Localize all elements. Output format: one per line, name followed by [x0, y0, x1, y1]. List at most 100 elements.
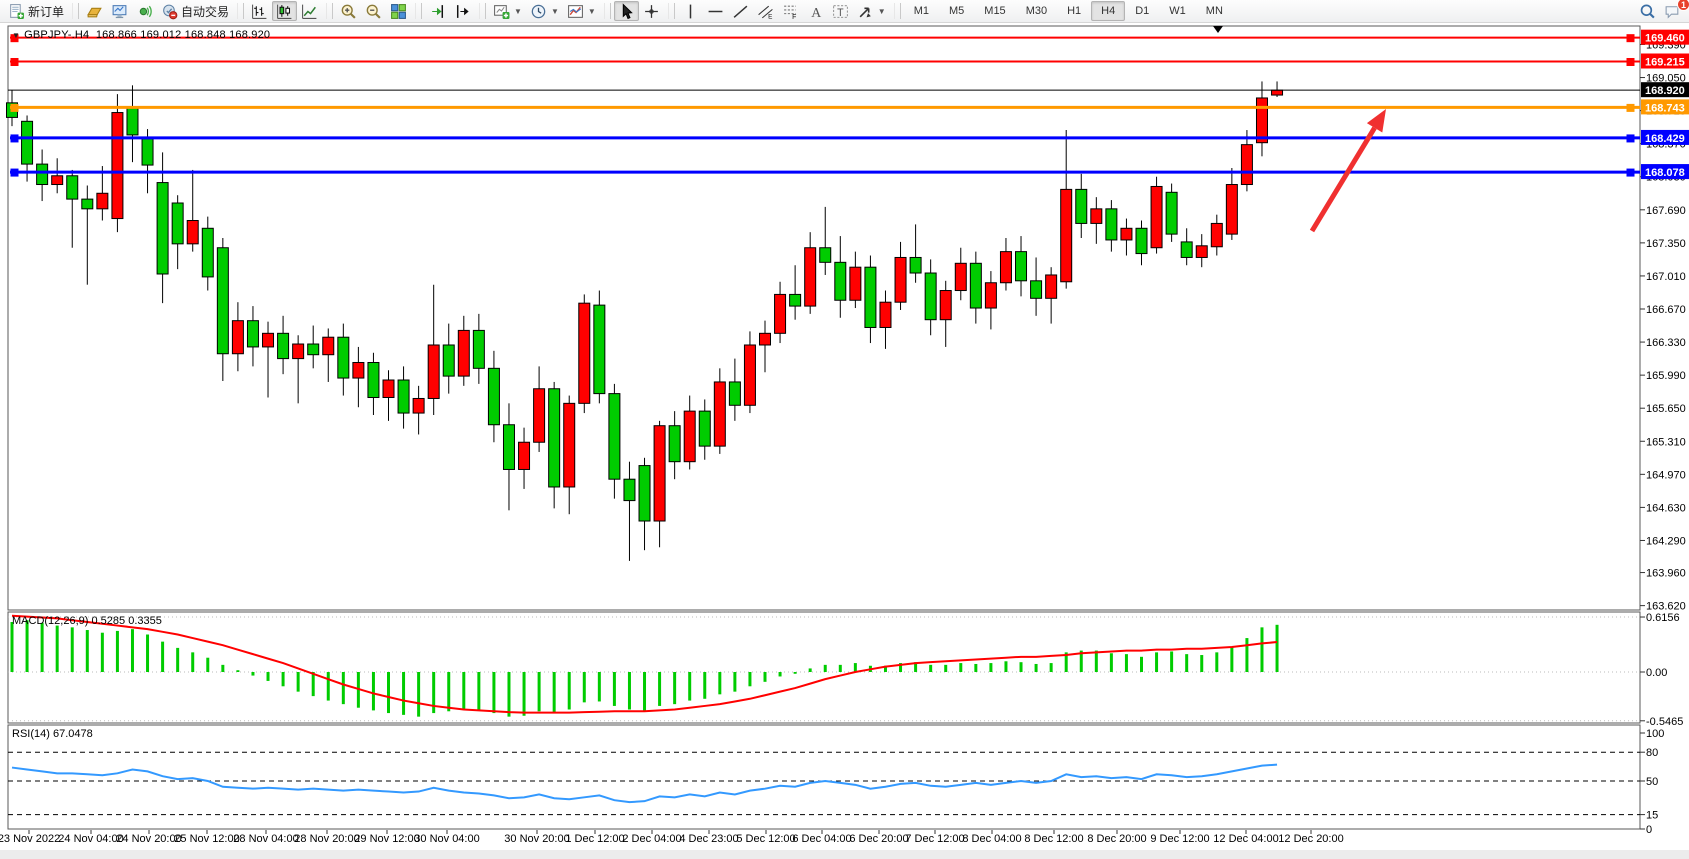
collapse-arrow-icon[interactable]: ▼ — [12, 31, 21, 40]
candle — [337, 336, 350, 379]
toolbar-group — [336, 0, 411, 22]
crosshair-button[interactable] — [639, 1, 664, 21]
tile-windows-icon — [390, 3, 407, 20]
svg-text:8 Dec 12:00: 8 Dec 12:00 — [1024, 833, 1083, 845]
tf-m1[interactable]: M1 — [913, 5, 929, 17]
candle — [126, 106, 139, 136]
svg-text:168.743: 168.743 — [1645, 102, 1685, 114]
signal-button[interactable] — [132, 1, 157, 21]
macd-indicator-label: MACD(12,26,9) 0.5285 0.3355 — [12, 615, 162, 627]
candle — [834, 261, 847, 301]
rsi-panel: 100 80 50 15 0 — [8, 728, 1664, 836]
notifications-button[interactable]: 1 — [1660, 0, 1689, 21]
svg-text:169.460: 169.460 — [1645, 33, 1685, 45]
svg-text:165.310: 165.310 — [1646, 436, 1686, 448]
tf-d1[interactable]: D1 — [1135, 5, 1150, 17]
candle — [442, 344, 455, 377]
candle — [1165, 191, 1178, 235]
trend-arrow-annotation[interactable] — [1309, 109, 1386, 233]
channel-button[interactable]: E — [753, 1, 778, 21]
tf-h4[interactable]: H4 — [1091, 1, 1126, 21]
candle — [1271, 89, 1284, 96]
macd-histogram — [10, 620, 1279, 717]
toolbar-group: M1 M5 M15 M30 H1 H4 D1 W1 MN — [904, 0, 1233, 22]
templates-button[interactable]: ▼ — [563, 1, 600, 21]
market-watch-button[interactable] — [107, 1, 132, 21]
tf-m15[interactable]: M15 — [984, 5, 1006, 17]
svg-text:29 Nov 12:00: 29 Nov 12:00 — [354, 833, 419, 845]
candle — [111, 112, 124, 220]
arrows-button[interactable]: ▼ — [853, 1, 890, 21]
candle — [969, 262, 982, 309]
chart-title: ▼ GBPJPY-.H4 168.866 169.012 168.848 168.… — [12, 29, 270, 41]
tf-m30[interactable]: M30 — [1025, 5, 1048, 17]
line-chart-button[interactable] — [297, 1, 322, 21]
toolbar-separator — [893, 3, 901, 19]
price-line-169.215[interactable]: 169.215 — [10, 53, 1689, 69]
svg-text:T: T — [837, 6, 844, 18]
svg-text:168.429: 168.429 — [1645, 133, 1685, 145]
periods-button[interactable]: ▼ — [526, 1, 563, 21]
toolbar-group — [247, 0, 322, 22]
candle — [1225, 184, 1238, 235]
price-line-168.743[interactable]: 168.743 — [10, 99, 1689, 115]
zoom-in-button[interactable] — [336, 1, 361, 21]
price-label-box — [1641, 82, 1689, 98]
profiles-button[interactable] — [82, 1, 107, 21]
candle — [743, 344, 756, 406]
cursor-button[interactable] — [613, 1, 639, 21]
candle-chart-button[interactable] — [272, 1, 298, 21]
candle — [789, 293, 802, 307]
price-line-169.460[interactable]: 169.460 — [10, 29, 1689, 45]
rsi-line — [11, 763, 1278, 804]
rsi-name: RSI(14) — [12, 728, 50, 740]
candle — [1090, 208, 1103, 224]
search-button[interactable] — [1635, 1, 1660, 21]
arrows-icon — [857, 3, 874, 20]
zoom-out-button[interactable] — [361, 1, 386, 21]
auto-scroll-button[interactable] — [425, 1, 450, 21]
svg-text:163.960: 163.960 — [1646, 568, 1686, 580]
candle — [1150, 185, 1163, 249]
vertical-line-button[interactable] — [678, 1, 703, 21]
svg-text:169.050: 169.050 — [1646, 73, 1686, 85]
bar-chart-button[interactable] — [247, 1, 272, 21]
price-line-168.920: 168.920 — [8, 82, 1689, 98]
text-button[interactable]: A — [803, 1, 828, 21]
autotrade-icon — [161, 3, 178, 20]
candle — [1030, 280, 1043, 299]
candle — [66, 175, 79, 200]
new-chart-button[interactable]: ▼ — [489, 1, 526, 21]
tile-windows-button[interactable] — [386, 1, 411, 21]
text-label-button[interactable]: T — [828, 1, 853, 21]
tf-mn[interactable]: MN — [1205, 5, 1223, 17]
svg-text:4 Dec 23:00: 4 Dec 23:00 — [679, 833, 738, 845]
candle — [1195, 245, 1208, 258]
candle — [774, 293, 787, 334]
candle — [638, 465, 651, 522]
price-line-168.078[interactable]: 168.078 — [10, 164, 1689, 180]
svg-text:A: A — [811, 4, 821, 19]
candle — [277, 332, 290, 360]
fibonacci-button[interactable]: F — [778, 1, 803, 21]
candle — [804, 247, 817, 307]
chevron-down-icon: ▼ — [550, 6, 559, 16]
horizontal-line-button[interactable] — [703, 1, 728, 21]
tf-w1[interactable]: W1 — [1169, 5, 1186, 17]
candle — [171, 202, 184, 245]
new-order-button[interactable]: 新订单 — [4, 1, 68, 21]
trend-line-button[interactable] — [728, 1, 753, 21]
tf-m5[interactable]: M5 — [949, 5, 965, 17]
candle — [1135, 227, 1148, 255]
candle — [623, 478, 636, 502]
svg-text:80: 80 — [1646, 747, 1658, 759]
toolbar-group: 自动交易 — [82, 0, 233, 22]
svg-text:-0.5465: -0.5465 — [1646, 716, 1683, 728]
chart-shift-button[interactable] — [450, 1, 475, 21]
tf-h1[interactable]: H1 — [1067, 5, 1082, 17]
svg-text:165.650: 165.650 — [1646, 403, 1686, 415]
candle — [21, 120, 34, 165]
autotrade-button[interactable]: 自动交易 — [157, 1, 233, 21]
svg-text:168.078: 168.078 — [1645, 167, 1685, 179]
